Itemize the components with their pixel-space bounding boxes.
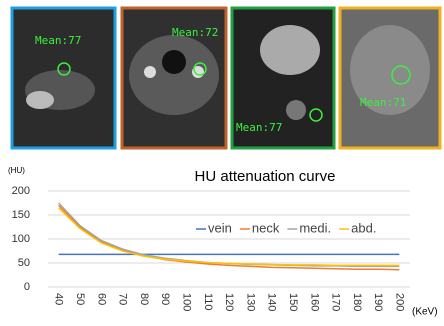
y-tick-label: 150 bbox=[12, 209, 30, 221]
tissue bbox=[286, 100, 306, 120]
y-tick-label: 100 bbox=[12, 233, 30, 245]
legend-label: vein bbox=[208, 220, 232, 235]
figure: Mean:77 Mean:72 Mean:77 Mean:71 HU atten… bbox=[0, 0, 444, 326]
tissue bbox=[26, 91, 54, 109]
x-tick-label: 200 bbox=[393, 293, 405, 311]
x-tick-label: 50 bbox=[74, 293, 86, 305]
y-axis-label: (HU) bbox=[8, 166, 25, 175]
panel-3: Mean:77 bbox=[232, 8, 334, 148]
panel-2: Mean:72 bbox=[122, 8, 226, 148]
x-tick-label: 190 bbox=[372, 293, 384, 311]
x-tick-label: 170 bbox=[330, 293, 342, 311]
x-tick-label: 110 bbox=[202, 293, 214, 311]
x-tick-label: 180 bbox=[351, 293, 363, 311]
y-tick-label: 0 bbox=[24, 281, 30, 293]
panel-label: Mean:71 bbox=[360, 96, 406, 109]
tissue bbox=[129, 35, 219, 115]
x-tick-label: 80 bbox=[138, 293, 150, 305]
trachea bbox=[162, 50, 186, 74]
y-tick-label: 50 bbox=[18, 257, 30, 269]
x-tick-label: 160 bbox=[308, 293, 320, 311]
legend-label: neck bbox=[252, 220, 280, 235]
series-line bbox=[59, 208, 400, 266]
x-tick-label: 90 bbox=[159, 293, 171, 305]
y-tick-label: 200 bbox=[12, 185, 30, 197]
x-tick-label: 120 bbox=[223, 293, 235, 311]
panel-1: Mean:77 bbox=[12, 8, 115, 148]
x-tick-label: 40 bbox=[53, 293, 65, 305]
x-tick-label: 70 bbox=[117, 293, 129, 305]
legend-label: medi. bbox=[299, 220, 331, 235]
x-tick-label: 60 bbox=[95, 293, 107, 305]
x-tick-label: 140 bbox=[266, 293, 278, 311]
chart-title: HU attenuation curve bbox=[195, 168, 336, 185]
panel-label: Mean:77 bbox=[236, 121, 282, 134]
tissue bbox=[260, 25, 320, 75]
panel-label: Mean:72 bbox=[172, 26, 218, 39]
x-tick-label: 150 bbox=[287, 293, 299, 311]
panel-label: Mean:77 bbox=[35, 34, 81, 47]
x-tick-label: 100 bbox=[181, 293, 193, 311]
vessel bbox=[144, 66, 156, 78]
x-axis-label: (KeV) bbox=[412, 307, 438, 318]
panel-4: Mean:71 bbox=[340, 8, 440, 148]
legend-label: abd. bbox=[351, 220, 376, 235]
x-tick-label: 130 bbox=[244, 293, 256, 311]
